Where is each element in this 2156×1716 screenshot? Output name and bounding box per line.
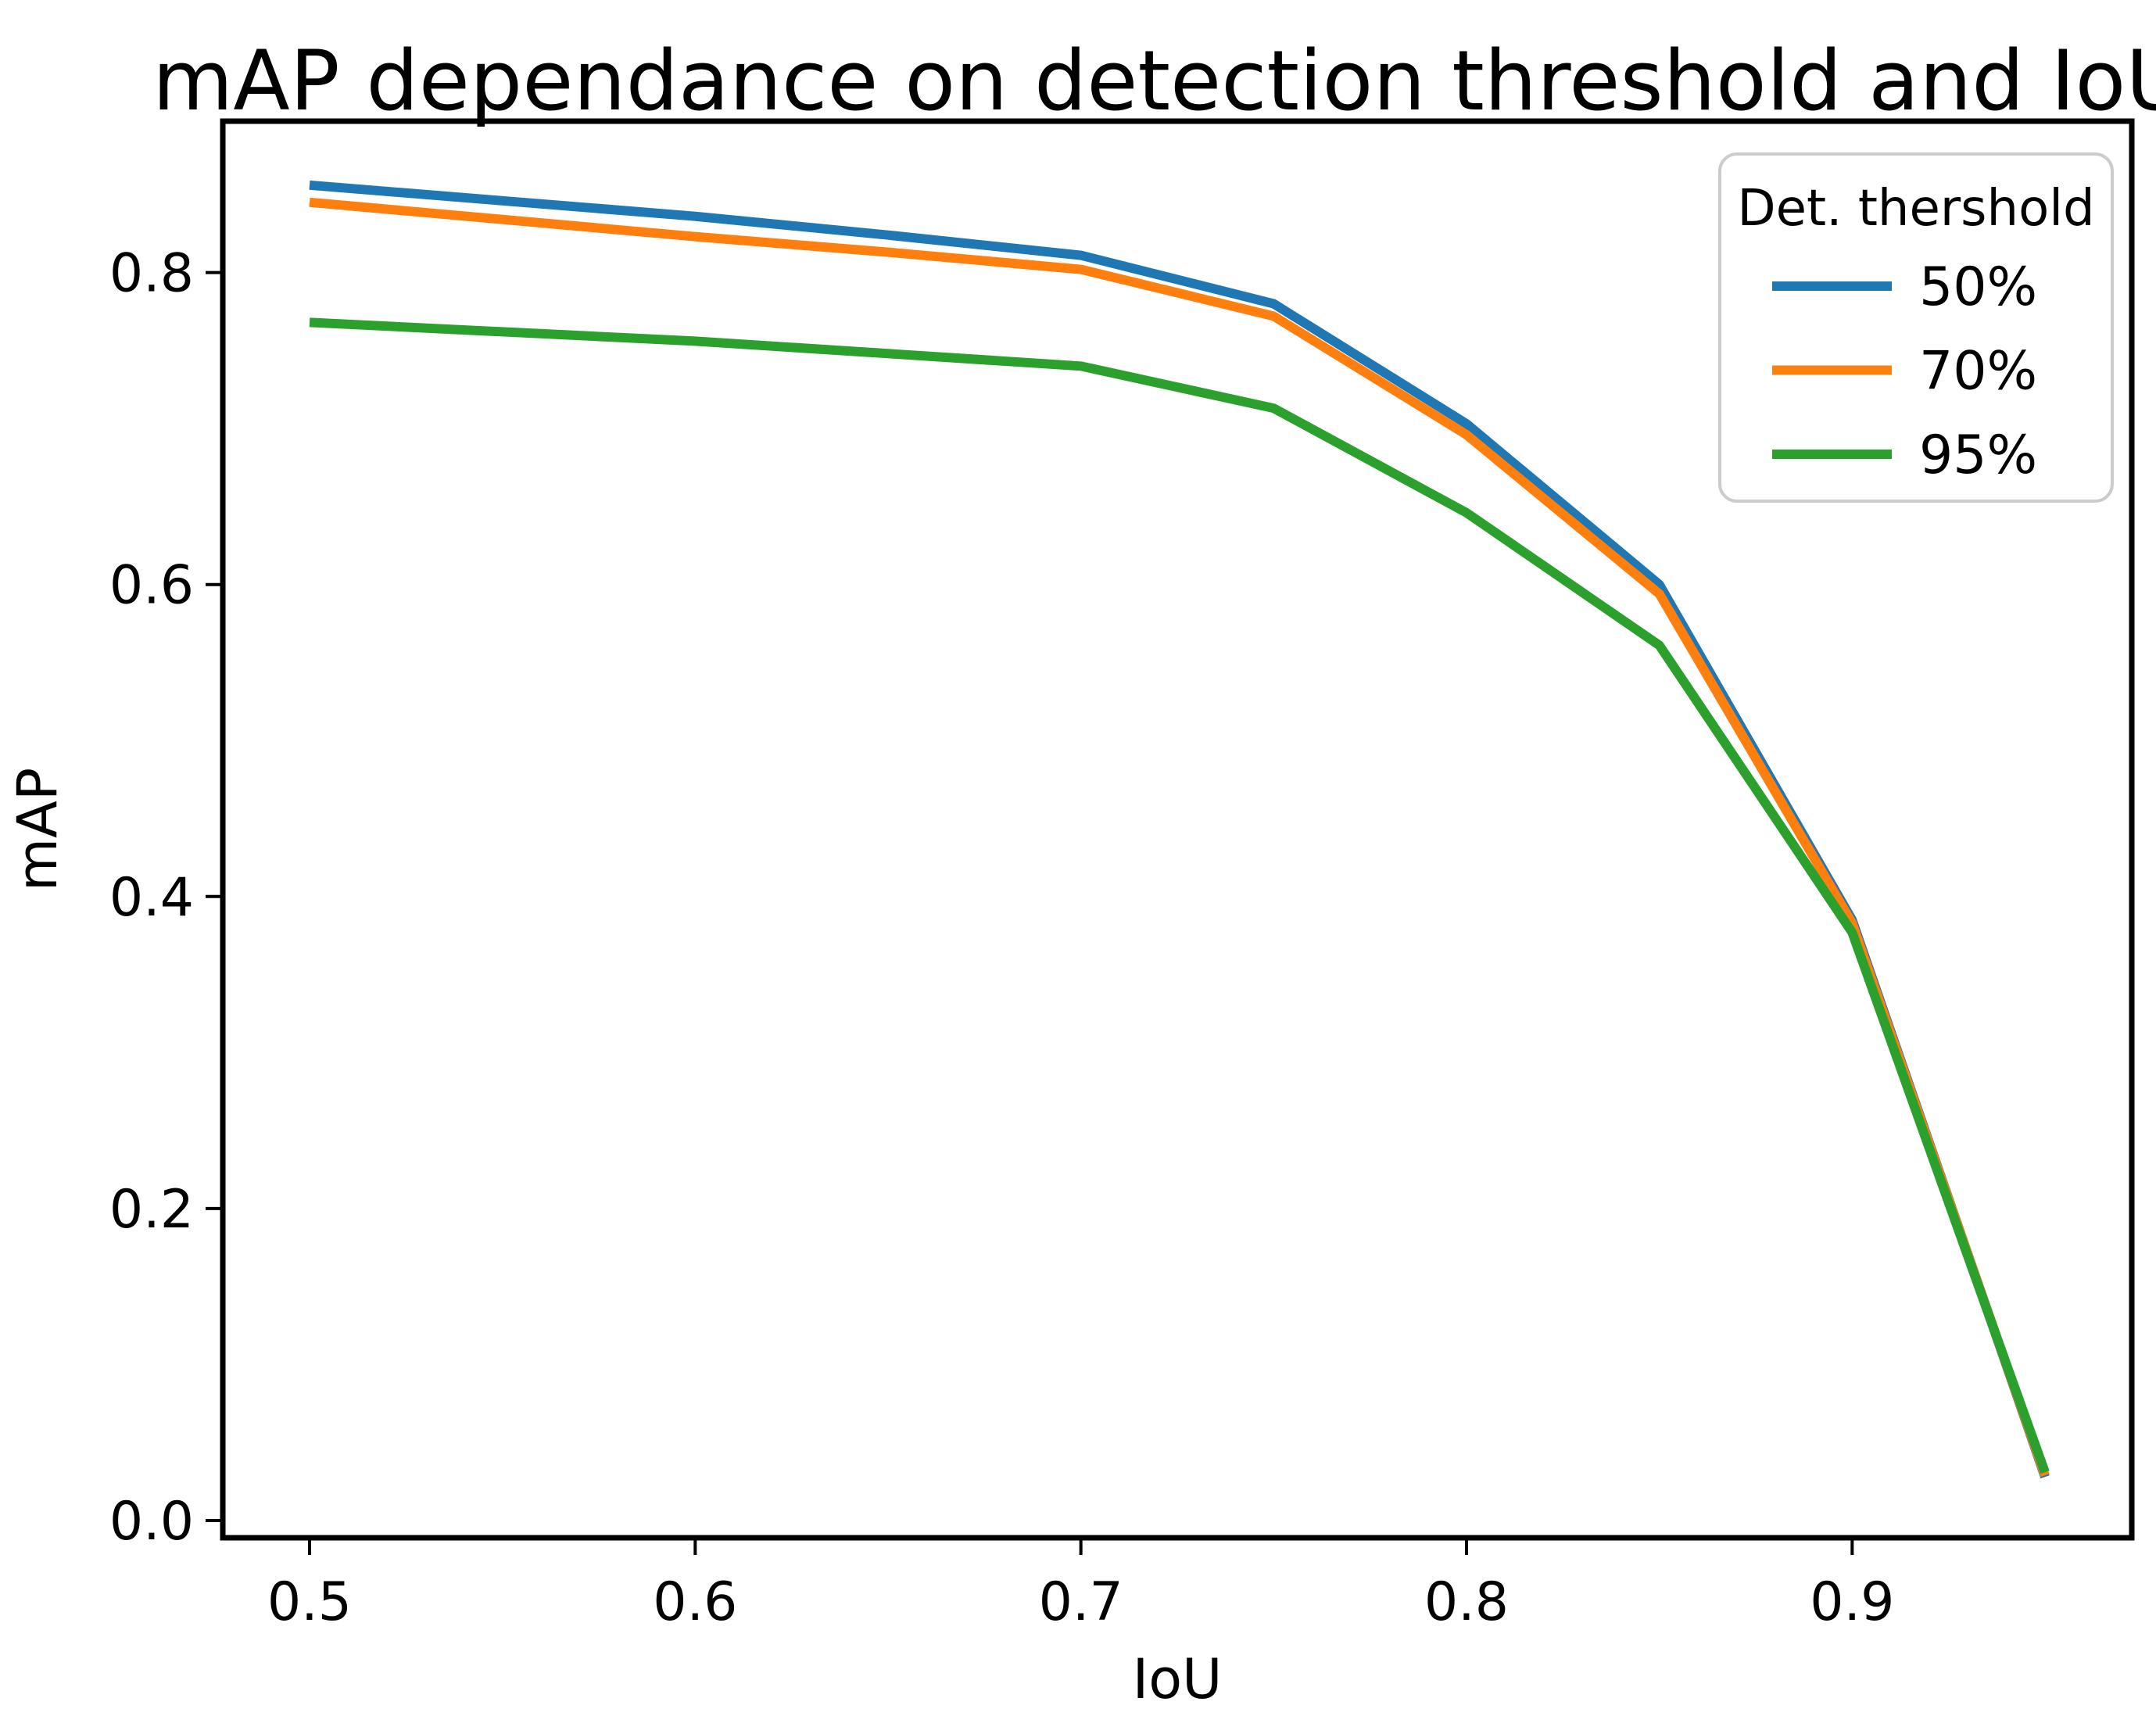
y-tick-label: 0.2 [109, 1179, 194, 1241]
y-axis-label: mAP [5, 768, 70, 891]
legend-title: Det. thershold [1737, 180, 2094, 238]
x-axis-ticks: 0.5 0.6 0.7 0.8 0.9 [267, 1538, 1894, 1633]
legend-entries: 50% 70% 95% [1772, 256, 2037, 486]
x-tick-label: 0.7 [1039, 1571, 1123, 1633]
y-tick-label: 0.8 [109, 243, 194, 305]
legend-label-95%: 95% [1919, 425, 2037, 486]
legend-label-70%: 70% [1919, 341, 2037, 403]
legend-label-50%: 50% [1919, 256, 2037, 318]
axes-spines [220, 118, 2135, 1541]
x-axis-label: IoU [1133, 1647, 1223, 1711]
legend-box [1718, 152, 2114, 503]
chart-title: mAP dependance on detection threshold an… [152, 33, 2156, 129]
series-line-95% [309, 317, 2050, 1474]
x-tick-label: 0.8 [1424, 1571, 1509, 1633]
y-axis-ticks: 0.0 0.2 0.4 0.6 0.8 [109, 243, 223, 1553]
series-line-70% [309, 197, 2050, 1478]
y-tick-label: 0.6 [109, 555, 194, 617]
x-tick-label: 0.5 [267, 1571, 352, 1633]
legend: Det. thershold 50% 70% 95% [1718, 152, 2114, 503]
series-group [309, 180, 2050, 1479]
y-tick-label: 0.0 [109, 1491, 194, 1553]
x-tick-label: 0.6 [653, 1571, 737, 1633]
x-tick-label: 0.9 [1810, 1571, 1894, 1633]
y-tick-label: 0.4 [109, 867, 194, 929]
